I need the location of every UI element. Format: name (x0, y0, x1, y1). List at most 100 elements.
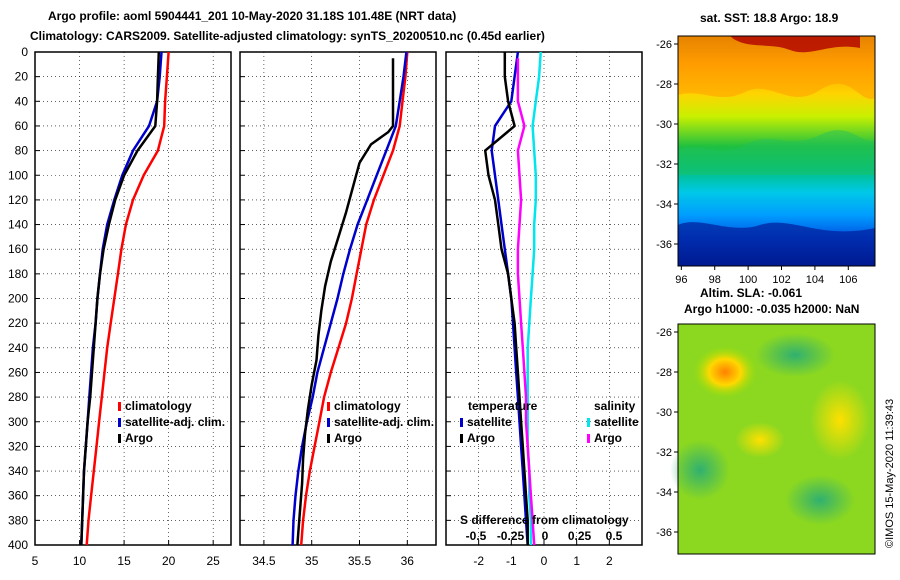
grid-layer (34, 51, 642, 546)
legend-label-climatology: climatology (334, 399, 401, 413)
legend-swatch-argo (118, 434, 121, 443)
x-tick-label: 5 (32, 554, 39, 568)
sst-map (677, 35, 876, 267)
legend-label-temp-argo: Argo (467, 431, 495, 445)
sla-high-anomaly (735, 422, 785, 458)
sst-hot-patch (730, 36, 860, 53)
sst-x-tick-label: 100 (739, 274, 757, 286)
difference-panel-frame (445, 51, 643, 546)
sla-y-tick-label: -26 (656, 327, 672, 339)
sla-low-anomaly (785, 475, 855, 525)
salinity-legend: climatology satellite-adj. clim. Argo (327, 399, 434, 445)
x-tick-label: 0 (541, 554, 548, 568)
s-difference-tick-label: 0.25 (568, 529, 592, 543)
sla-low-anomaly (755, 333, 835, 377)
depth-tick-label: 200 (8, 292, 28, 306)
sst-cold-band (678, 222, 875, 266)
legend-swatch-climatology (327, 402, 330, 411)
depth-tick-label: 300 (8, 415, 28, 429)
x-axis-ticks: 5 10 15 20 25 34.5 35 35.5 36 -2 -1 0 1 2 (32, 554, 613, 568)
depth-tick-label: 120 (8, 193, 28, 207)
legend-swatch-satellite (118, 418, 121, 427)
x-tick-label: 25 (207, 554, 221, 568)
s-difference-label: S difference from climatology (460, 513, 629, 527)
legend-label-argo: Argo (125, 431, 153, 445)
legend-label-sal-satellite: satellite (594, 415, 639, 429)
s-difference-tick-label: -0.5 (466, 529, 487, 543)
depth-tick-label: 280 (8, 390, 28, 404)
depth-tick-label: 320 (8, 439, 28, 453)
sst-y-tick-label: -32 (656, 159, 672, 171)
sla-map-title-1: Altim. SLA: -0.061 (700, 286, 802, 300)
depth-tick-label: 0 (21, 45, 28, 59)
x-tick-label: 1 (573, 554, 580, 568)
legend-label-climatology: climatology (125, 399, 192, 413)
series-line (296, 58, 395, 546)
sst-x-tick-label: 96 (675, 274, 687, 286)
legend-swatch-temp-satellite (460, 418, 463, 427)
legend-label-satellite: satellite-adj. clim. (125, 415, 225, 429)
sla-y-tick-label: -30 (656, 407, 672, 419)
depth-tick-label: 340 (8, 464, 28, 478)
x-tick-label: 10 (73, 554, 87, 568)
sst-map-frame (677, 35, 876, 267)
depth-tick-label: 240 (8, 341, 28, 355)
s-difference-tick-label: 0 (542, 529, 549, 543)
series-line (516, 58, 536, 546)
legend-swatch-sal-argo (587, 434, 590, 443)
sla-high-anomaly (810, 380, 870, 460)
series-layer (80, 51, 542, 546)
sst-y-tick-label: -28 (656, 79, 672, 91)
sla-y-tick-label: -36 (656, 527, 672, 539)
title-line-2: Climatology: CARS2009. Satellite-adjuste… (30, 29, 545, 43)
sst-map-title: sat. SST: 18.8 Argo: 18.9 (700, 11, 839, 25)
title-line-1: Argo profile: aoml 5904441_201 10-May-20… (48, 9, 456, 23)
x-tick-label: 2 (606, 554, 613, 568)
legend-swatch-argo (327, 434, 330, 443)
depth-tick-label: 180 (8, 267, 28, 281)
x-tick-label: 36 (401, 554, 415, 568)
legend-swatch-satellite (327, 418, 330, 427)
series-line (483, 52, 529, 545)
x-tick-label: 35 (305, 554, 319, 568)
sla-low-anomaly (670, 440, 730, 500)
sla-y-tick-label: -28 (656, 367, 672, 379)
sla-y-tick-label: -34 (656, 487, 672, 499)
sst-map-axes: -26 -28 -30 -32 -34 -36 96 98 100 102 104 106 (656, 39, 857, 286)
sla-map-axes: -26 -28 -30 -32 -34 -36 (656, 327, 678, 539)
sst-green-band (678, 130, 875, 175)
depth-tick-label: 360 (8, 489, 28, 503)
series-line (291, 51, 408, 546)
legend-label-satellite: satellite-adj. clim. (334, 415, 434, 429)
depth-tick-label: 100 (8, 168, 28, 182)
imos-timestamp: ©IMOS 15-May-2020 11:39:43 (884, 399, 896, 548)
depth-tick-label: 60 (15, 119, 29, 133)
sst-x-tick-label: 106 (839, 274, 857, 286)
sst-x-tick-label: 102 (772, 274, 790, 286)
sla-y-tick-label: -32 (656, 447, 672, 459)
depth-axis: 0 20 40 60 80 100 120 140 160 180 200 220 240 260 280 3… (8, 45, 28, 552)
sst-x-tick-label: 104 (806, 274, 824, 286)
depth-tick-label: 220 (8, 316, 28, 330)
series-line (80, 51, 161, 546)
legend-label-temp-satellite: satellite (467, 415, 512, 429)
x-tick-label: 15 (117, 554, 131, 568)
sst-y-tick-label: -34 (656, 199, 672, 211)
sla-high-anomaly (693, 346, 757, 398)
depth-tick-label: 400 (8, 538, 28, 552)
legend-swatch-climatology (118, 402, 121, 411)
legend-swatch-sal-satellite (587, 418, 590, 427)
depth-tick-label: 160 (8, 242, 28, 256)
difference-legend: temperature salinity satellite Argo sate… (460, 399, 639, 445)
legend-label-sal-argo: Argo (594, 431, 622, 445)
sla-map-title-2: Argo h1000: -0.035 h2000: NaN (684, 302, 859, 316)
legend-title-salinity: salinity (594, 399, 636, 413)
sla-map-frame (677, 323, 876, 555)
sst-x-tick-label: 98 (709, 274, 721, 286)
x-tick-label: -1 (506, 554, 517, 568)
depth-tick-label: 20 (15, 70, 29, 84)
legend-label-argo: Argo (334, 431, 362, 445)
depth-tick-label: 260 (8, 365, 28, 379)
series-line (299, 51, 409, 546)
